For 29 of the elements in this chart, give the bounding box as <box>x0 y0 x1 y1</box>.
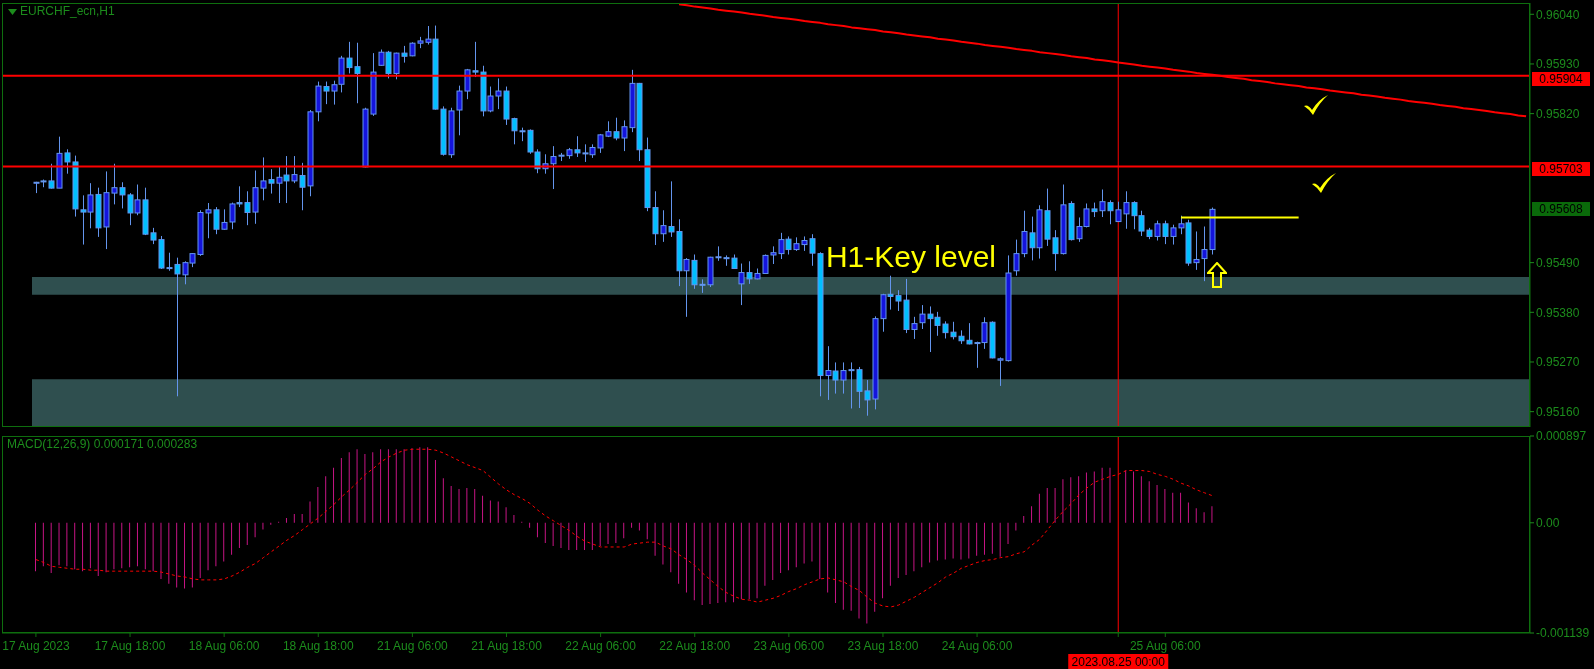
ref-line-label: 0.95904 <box>1532 71 1590 86</box>
y-tick-label: 0.95490 <box>1536 255 1580 270</box>
x-tick-label: 17 Aug 2023 <box>2 639 70 653</box>
x-tick-label: 18 Aug 06:00 <box>188 639 260 653</box>
x-tick-label: 21 Aug 18:00 <box>471 639 543 653</box>
x-tick-label: 21 Aug 06:00 <box>377 639 449 653</box>
x-tick-label: 22 Aug 06:00 <box>565 639 637 653</box>
ref-line-label: 0.95703 <box>1532 162 1590 177</box>
x-tick-label: 18 Aug 18:00 <box>282 639 354 653</box>
y-tick-label: 0.95270 <box>1536 355 1580 370</box>
y-tick-label: 0.96040 <box>1536 7 1580 22</box>
x-tick-label: 17 Aug 18:00 <box>94 639 166 653</box>
x-tick-label: 24 Aug 06:00 <box>941 639 1013 653</box>
x-tick-label: 2023.08.25 00:00 <box>1071 655 1166 669</box>
x-tick-label: 23 Aug 06:00 <box>753 639 825 653</box>
text: 0.95608 <box>1532 202 1590 217</box>
x-tick-label: 22 Aug 18:00 <box>659 639 731 653</box>
y-tick-label: 0.95380 <box>1536 305 1580 320</box>
y-tick-label: -0.001139 <box>1536 626 1590 641</box>
band-label: H1-Key level <box>825 240 997 274</box>
y-tick-label: 0.95160 <box>1536 404 1580 419</box>
x-tick-label: 25 Aug 06:00 <box>1129 639 1201 653</box>
x-tick-label: 23 Aug 18:00 <box>847 639 919 653</box>
y-tick-label: 0.000897 <box>1536 429 1587 444</box>
chart-title: MACD(12,26,9) 0.000171 0.000283 <box>7 437 198 451</box>
chart-title: EURCHF_ecn,H1 <box>20 4 115 18</box>
y-tick-label: 0.95930 <box>1536 57 1580 72</box>
y-tick-label: 0.95820 <box>1536 106 1580 121</box>
y-tick-label: 0.00 <box>1536 516 1560 531</box>
